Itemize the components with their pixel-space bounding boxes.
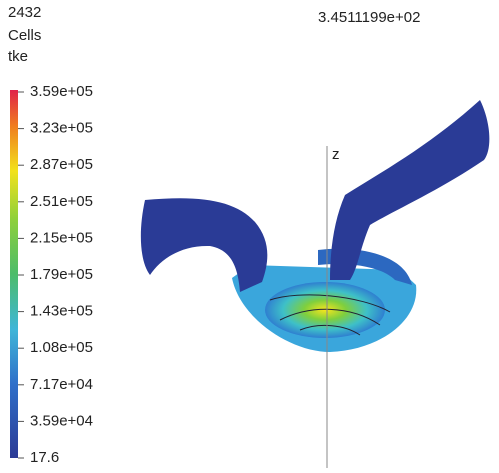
- engine-geometry: [140, 100, 490, 468]
- colorbar-label: 3.23e+05: [30, 120, 93, 137]
- colorbar-label: 2.15e+05: [30, 229, 93, 246]
- cell-count: 2432: [8, 4, 41, 21]
- colorbar-label: 3.59e+04: [30, 412, 93, 429]
- colorbar-label: 1.43e+05: [30, 303, 93, 320]
- colorbar: [10, 90, 18, 458]
- colorbar-label: 1.79e+05: [30, 266, 93, 283]
- colorbar-label: 7.17e+04: [30, 376, 93, 393]
- colorbar-label: 2.87e+05: [30, 156, 93, 173]
- cells-label: Cells: [8, 27, 41, 44]
- colorbar-label: 2.51e+05: [30, 193, 93, 210]
- variable-name: tke: [8, 48, 28, 65]
- colorbar-label: 17.6: [30, 449, 59, 466]
- colorbar-labels: 3.59e+05 3.23e+05 2.87e+05 2.51e+05 2.15e+05…: [18, 83, 93, 466]
- colorbar-label: 1.08e+05: [30, 339, 93, 356]
- axis-label: z: [332, 146, 340, 163]
- time-value: 3.4511199e+02: [318, 9, 420, 26]
- colorbar-label: 3.59e+05: [30, 83, 93, 100]
